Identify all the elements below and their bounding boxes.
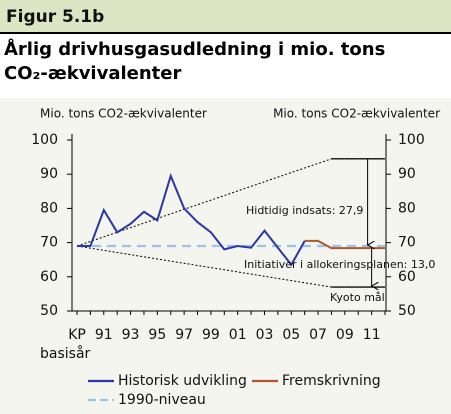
legend-label: Fremskrivning xyxy=(282,373,381,389)
x-tick-label: 07 xyxy=(309,327,327,343)
y2-tick-label: 90 xyxy=(398,166,416,182)
y2-tick-label: 50 xyxy=(398,303,416,319)
y2-tick-label: 80 xyxy=(398,200,416,216)
title-box: Årlig drivhusgasudledning i mio. tons CO… xyxy=(4,39,386,84)
x-note: basisår xyxy=(40,345,91,362)
series-line xyxy=(77,172,306,267)
x-tick-label: 11 xyxy=(363,327,381,343)
x-tick-label: 97 xyxy=(175,327,193,343)
y-tick-label: 90 xyxy=(40,166,58,182)
x-tick-label: 99 xyxy=(202,327,220,343)
x-tick-label: 95 xyxy=(148,327,166,343)
x-tick-label: 09 xyxy=(336,327,354,343)
legend-label: Historisk udvikling xyxy=(118,373,247,389)
x-tick-label: 03 xyxy=(256,327,274,343)
y-tick-label: 60 xyxy=(40,269,58,285)
y2-tick-label: 60 xyxy=(398,269,416,285)
y-tick-label: 80 xyxy=(40,200,58,216)
plot-panel xyxy=(0,98,451,414)
legend-label: 1990-niveau xyxy=(118,392,206,408)
y-tick-label: 70 xyxy=(40,235,58,251)
annotation: Kyoto mål xyxy=(330,291,385,304)
x-tick-label: 91 xyxy=(95,327,113,343)
header-band xyxy=(0,0,451,32)
x-tick-label: 01 xyxy=(229,327,247,343)
y-axis-label: Mio. tons CO2-ækvivalenter xyxy=(40,107,207,121)
y2-tick-label: 70 xyxy=(398,235,416,251)
y2-axis-label: Mio. tons CO2-ækvivalenter xyxy=(273,107,440,121)
chart-title: Årlig drivhusgasudledning i mio. tons CO… xyxy=(4,39,386,84)
guide-dotted xyxy=(76,245,332,288)
x-tick-label: KP xyxy=(68,327,86,343)
annotation: Initiativer i allokeringsplanen: 13,0 xyxy=(244,258,435,271)
x-tick-label: 93 xyxy=(122,327,140,343)
x-tick-label: 05 xyxy=(282,327,300,343)
figure-label: Figur 5.1b xyxy=(6,7,104,27)
y-tick-label: 50 xyxy=(40,303,58,319)
y2-tick-label: 100 xyxy=(398,132,425,148)
y-tick-label: 100 xyxy=(31,132,58,148)
annotation: Hidtidig indsats: 27,9 xyxy=(246,204,363,217)
